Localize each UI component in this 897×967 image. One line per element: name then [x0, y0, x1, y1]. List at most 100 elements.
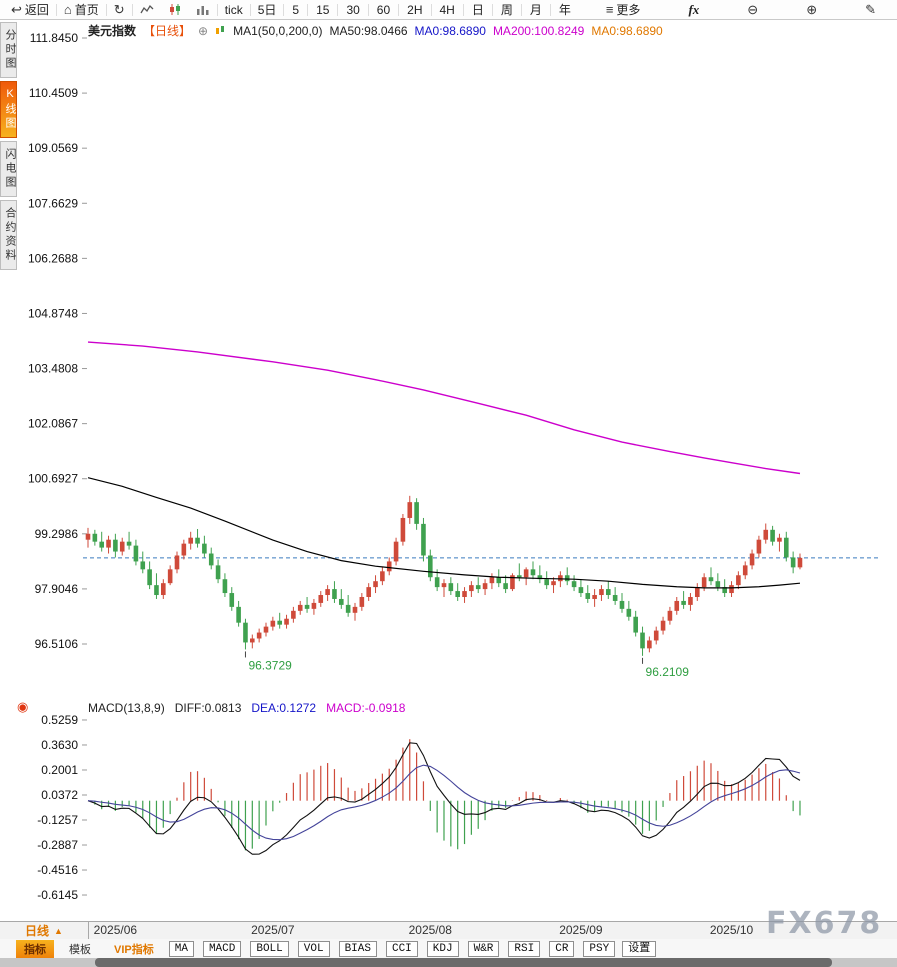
toolbar-separator [283, 3, 285, 16]
indicator-settings-icon[interactable]: ◉ [17, 699, 29, 714]
ma200-value: MA200:100.8249 [492, 23, 585, 38]
symbol-name: 美元指数 [88, 24, 137, 38]
svg-text:-0.6145: -0.6145 [37, 888, 78, 902]
back-icon: ↩ [11, 2, 22, 17]
indicator-button-BOLL[interactable]: BOLL [250, 940, 289, 957]
toolbar-separator [398, 3, 400, 16]
svg-text:0.0372: 0.0372 [41, 788, 78, 802]
timeframe-月[interactable]: 月 [529, 3, 542, 17]
low-price-label: 96.2109 [646, 665, 690, 679]
sidebar-tab-闪电图[interactable]: 闪电图 [0, 141, 17, 197]
scrollbar-thumb[interactable] [95, 958, 832, 967]
period-selector[interactable]: 日线 ▲ [0, 922, 89, 939]
settings-button[interactable]: 设置 [622, 940, 657, 957]
triangle-up-icon: ▲ [54, 925, 63, 936]
zoom-out-button[interactable]: ⊖ [740, 3, 765, 16]
svg-text:0.2001: 0.2001 [41, 763, 78, 777]
timeframe-2H[interactable]: 2H [407, 2, 423, 17]
indicator-button-MACD[interactable]: MACD [202, 940, 242, 957]
indicator-button-VOL[interactable]: VOL [297, 940, 330, 957]
toolbar-separator [367, 3, 369, 16]
macd-diff-value: DIFF:0.0813 [174, 701, 242, 715]
indicator-buttons: MA MACD BOLL VOL BIAS CCI KDJ W&R RSI CR PSY [168, 940, 616, 957]
timeframe-周[interactable]: 周 [500, 3, 513, 17]
timeframe-30[interactable]: 30 [346, 2, 360, 17]
period-label: 【日线】 [143, 24, 192, 38]
toolbar-separator [462, 3, 464, 16]
sidebar-tab-分时图[interactable]: 分时图 [0, 22, 17, 78]
line-chart-icon [140, 4, 154, 14]
indicator-button-W&R[interactable]: W&R [467, 940, 500, 957]
bottom-tab-模板[interactable]: 模板 [69, 943, 91, 956]
indicator-button-RSI[interactable]: RSI [508, 940, 541, 957]
sidebar-tab-K线图[interactable]: K线图 [0, 81, 17, 138]
back-label: 返回 [24, 3, 49, 17]
sidebar-tab-合约资料[interactable]: 合约资料 [0, 200, 17, 270]
indicator-button-PSY[interactable]: PSY [583, 940, 616, 957]
volume-chart-type-button[interactable] [189, 4, 217, 15]
svg-text:-0.4516: -0.4516 [37, 863, 78, 877]
more-button[interactable]: ≡ 更多 [599, 1, 648, 18]
indicator-button-CCI[interactable]: CCI [385, 940, 418, 957]
svg-text:107.6629: 107.6629 [28, 196, 78, 210]
line-chart-type-button[interactable] [133, 4, 161, 15]
indicator-button-BIAS[interactable]: BIAS [338, 940, 377, 957]
svg-text:102.0867: 102.0867 [28, 417, 78, 431]
svg-text:103.4808: 103.4808 [28, 362, 78, 376]
top-toolbar: ↩ 返回 ⌂ 首页 ↻ tick 5日 5 15 30 60 2H 4H 日 周 月 [0, 0, 897, 20]
tick-chart-button[interactable]: tick [218, 3, 250, 17]
formula-button[interactable]: fx [681, 2, 706, 18]
candlestick-chart-icon [169, 4, 180, 15]
svg-text:111.8450: 111.8450 [30, 31, 79, 45]
macd-diff-line [87, 742, 801, 855]
timeframe-15[interactable]: 15 [316, 2, 330, 17]
draw-button[interactable]: ✎ [858, 3, 883, 16]
toolbar-right-group: ≡ 更多 fx ⊖ ⊕ ✎ [599, 1, 893, 18]
period-selector-label: 日线 [25, 924, 50, 938]
tick-label: tick [224, 2, 243, 17]
five-day-label: 5日 [257, 3, 277, 17]
timeframe-60[interactable]: 60 [376, 2, 391, 17]
svg-text:-0.2887: -0.2887 [37, 838, 78, 852]
back-button[interactable]: ↩ 返回 [4, 1, 56, 18]
zoom-in-button[interactable]: ⊕ [799, 3, 824, 16]
candlestick-chart-type-button[interactable] [161, 4, 189, 15]
toolbar-separator [307, 3, 309, 16]
home-button[interactable]: ⌂ 首页 [57, 1, 106, 18]
price-axis: 111.8450 110.4509 109.0569 107.6629 106.2688… [28, 31, 87, 651]
horizontal-scrollbar[interactable] [0, 958, 897, 967]
ma200-line [87, 341, 801, 475]
svg-text:109.0569: 109.0569 [28, 141, 78, 155]
toolbar-separator [337, 3, 339, 16]
bottom-tab-VIP指标[interactable]: VIP指标 [114, 943, 154, 956]
chart-type-sidebar: 分时图 K线图闪电图合约资料 [0, 22, 18, 270]
refresh-icon: ↻ [113, 2, 125, 17]
ma-legend-icon[interactable] [215, 25, 226, 36]
timeframe-年[interactable]: 年 [558, 3, 571, 17]
ma50-value: MA50:98.0466 [329, 23, 408, 38]
zoom-in-icon: ⊕ [806, 2, 818, 17]
volume-bars-icon [196, 6, 209, 15]
indicator-button-MA[interactable]: MA [168, 940, 194, 957]
refresh-button[interactable]: ↻ [107, 3, 132, 16]
toolbar-separator [105, 3, 107, 16]
add-indicator-icon[interactable]: ⊕ [198, 23, 209, 38]
timeframe-5[interactable]: 5 [292, 2, 300, 17]
indicator-button-CR[interactable]: CR [549, 940, 575, 957]
five-day-button[interactable]: 5日 [251, 1, 284, 18]
toolbar-separator [430, 3, 432, 16]
svg-text:100.6927: 100.6927 [28, 472, 78, 486]
date-label-2025/06: 2025/06 [93, 923, 138, 937]
bottom-tab-指标[interactable]: 指标 [16, 939, 54, 958]
indicator-button-KDJ[interactable]: KDJ [426, 940, 459, 957]
svg-text:96.5106: 96.5106 [35, 637, 79, 651]
svg-text:97.9046: 97.9046 [35, 582, 79, 596]
svg-text:-0.1257: -0.1257 [37, 813, 78, 827]
macd-header: MACD(13,8,9) DIFF:0.0813 DEA:0.1272 MACD… [88, 701, 405, 715]
timeframe-日[interactable]: 日 [471, 3, 484, 17]
macd-title: MACD(13,8,9) [88, 701, 165, 715]
toolbar-separator [216, 3, 218, 16]
toolbar-separator [131, 3, 133, 16]
timeframe-4H[interactable]: 4H [439, 2, 455, 17]
